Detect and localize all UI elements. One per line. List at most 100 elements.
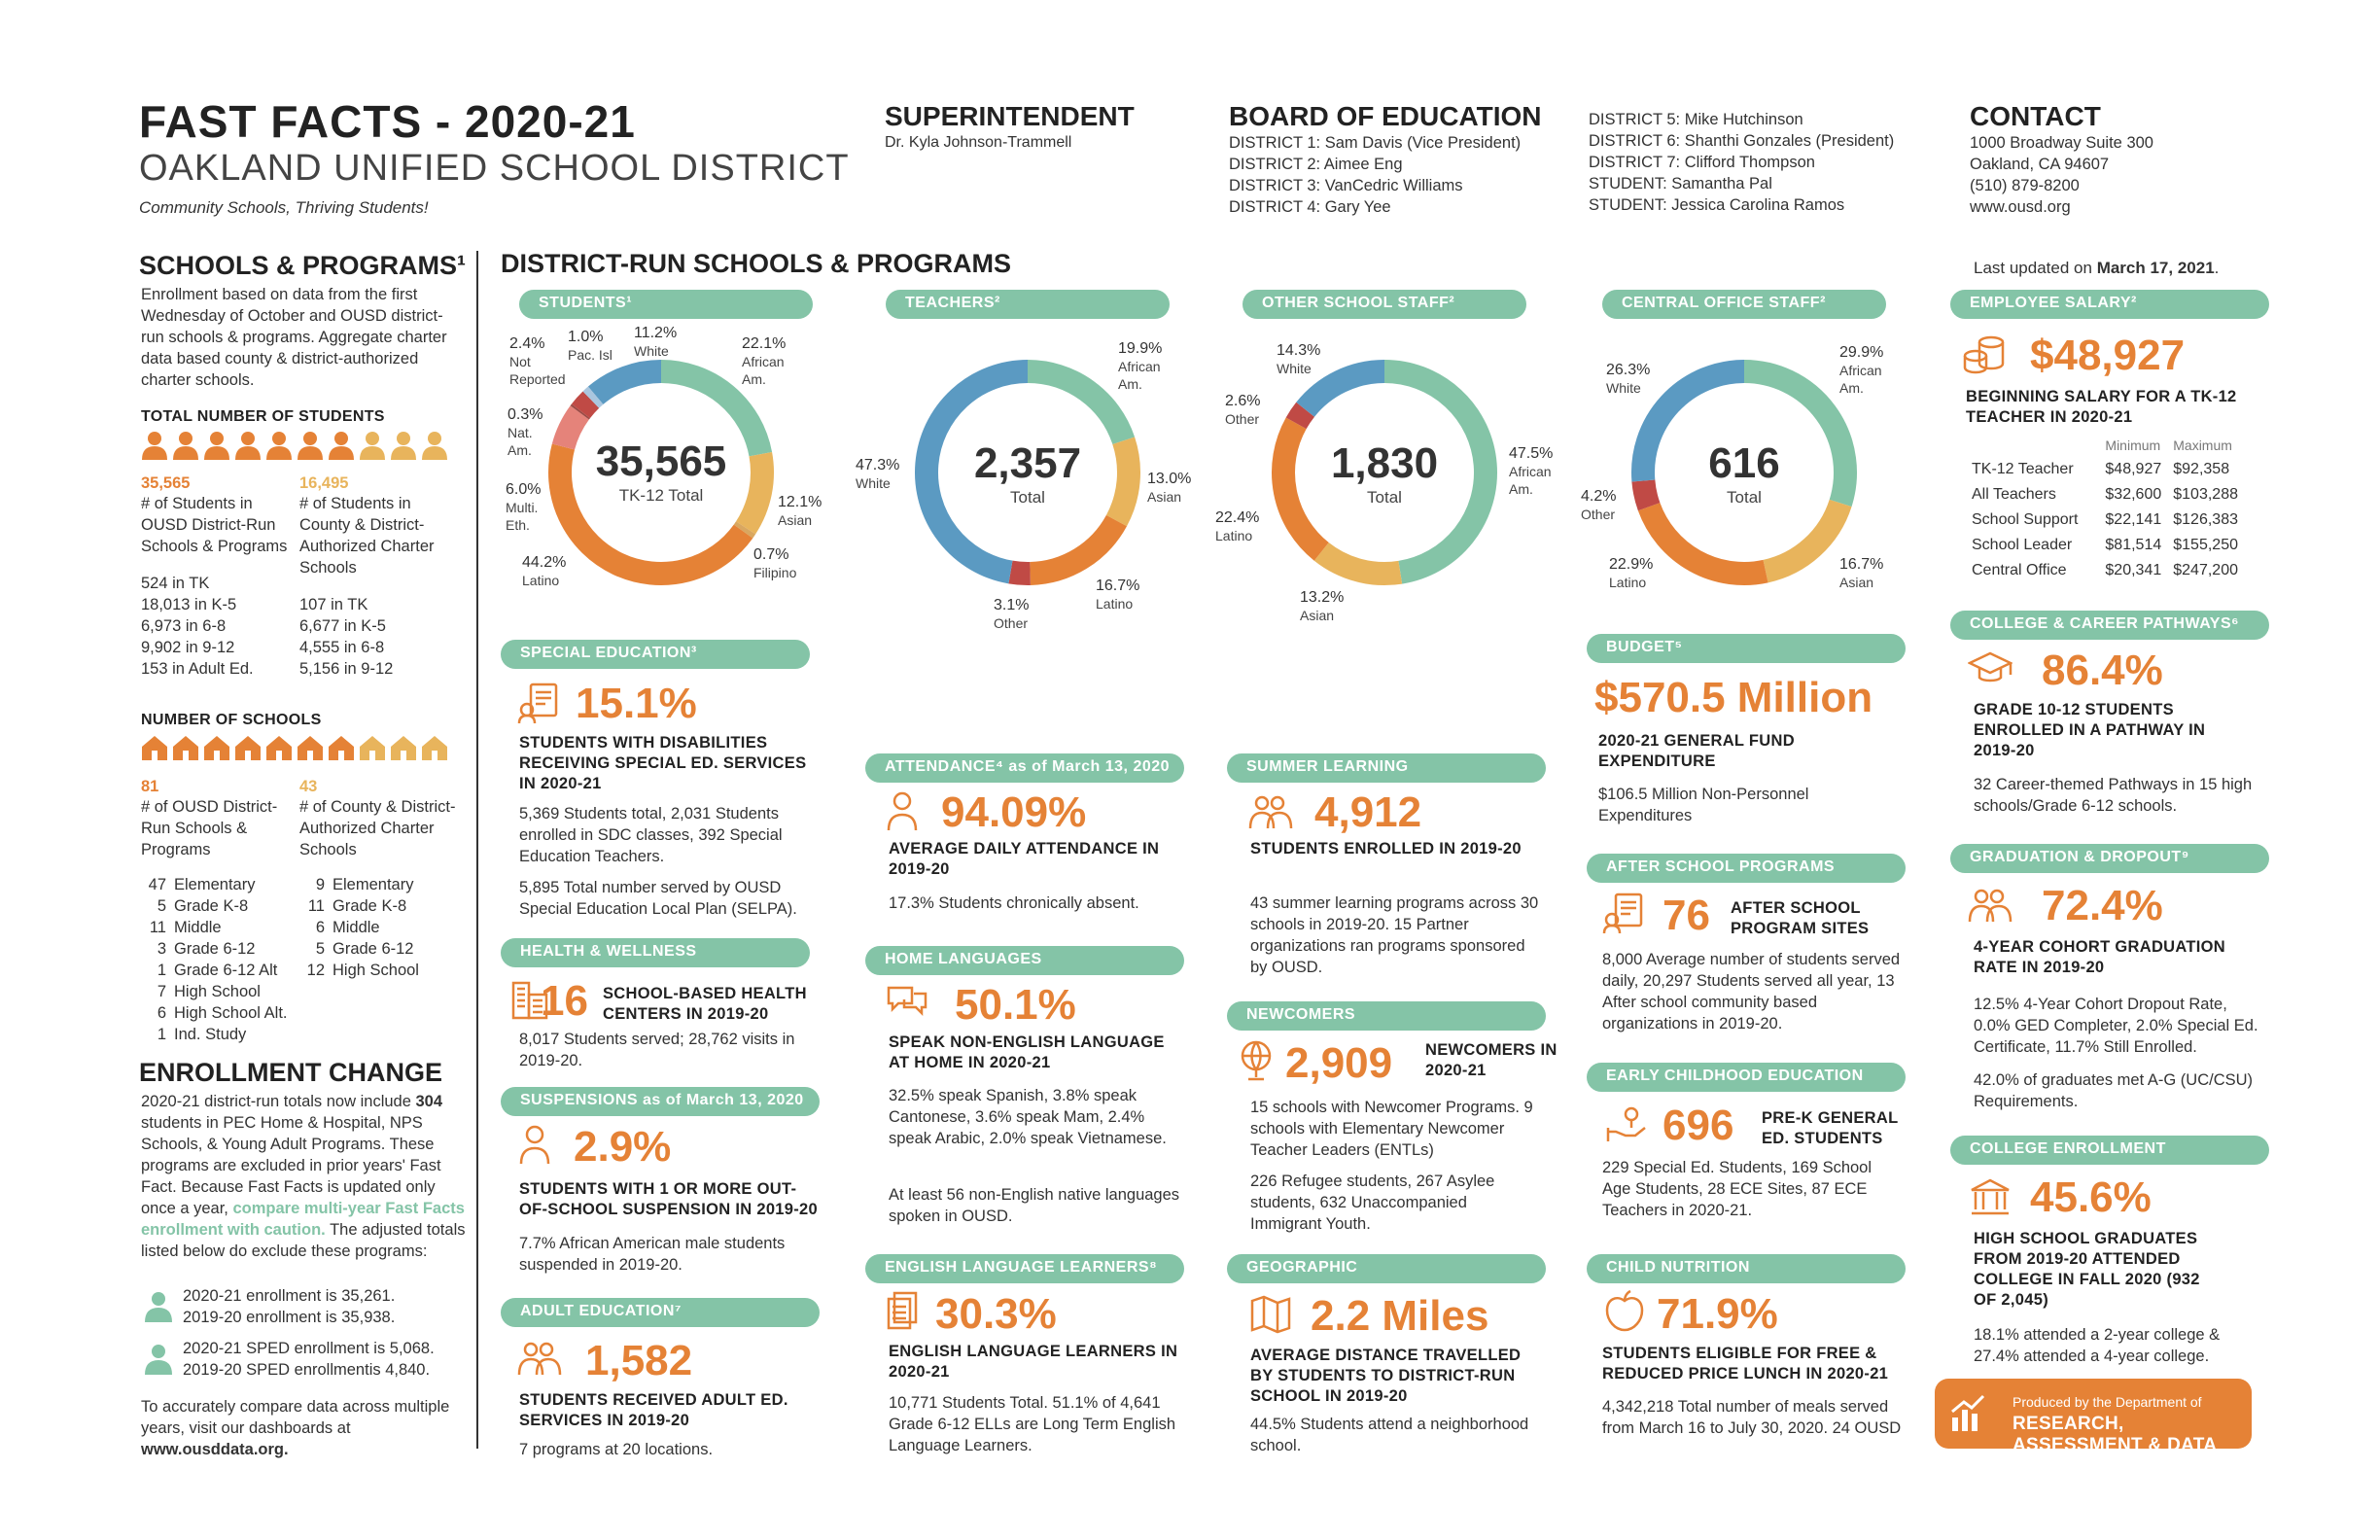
label-line: 29.9% <box>1839 344 1884 361</box>
label-line: African <box>1509 464 1552 479</box>
other_staff-total: 1,830 <box>1330 439 1439 487</box>
label-line: 14.3% <box>1277 342 1321 359</box>
central_staff-label: 16.7% Asian <box>1839 556 1883 591</box>
district-breakdown-line: 153 in Adult Ed. <box>141 660 254 678</box>
attendance-caption: AVERAGE DAILY ATTENDANCE IN 2019-20 <box>889 840 1160 878</box>
ec-footer: To accurately compare data across multip… <box>141 1398 450 1437</box>
page-title: FAST FACTS - 2020-21 <box>139 96 636 147</box>
students-total: 35,565 <box>595 438 727 485</box>
school-type-label: Grade K-8 <box>332 897 407 915</box>
school-type-count: 7 <box>157 983 166 1000</box>
salary-max: $103,288 <box>2173 486 2238 503</box>
students-slice-asian <box>735 451 774 535</box>
person-icon <box>235 432 261 460</box>
other_staff-center: 1,830 Total <box>1287 439 1482 508</box>
ell-text: 10,771 Students Total. 51.1% of 4,641 Gr… <box>889 1394 1176 1454</box>
charter-students: 16,495 # of Students in County & Distric… <box>299 474 465 680</box>
other_staff-slice-white <box>1296 360 1385 418</box>
college-text: 18.1% attended a 2-year college & 27.4% … <box>1974 1326 2221 1365</box>
salary-big-number: $48,927 <box>2030 332 2186 379</box>
teachers-donut-chart <box>915 360 1140 585</box>
school-type-count: 11 <box>307 897 325 915</box>
suspensions-pill: SUSPENSIONS as of March 13, 2020 <box>501 1087 820 1116</box>
school-type-label: Grade K-8 <box>174 897 249 915</box>
contact-lines-line: 1000 Broadway Suite 300 <box>1970 134 2153 152</box>
teachers-slice-asian <box>1105 437 1140 527</box>
charter-students-desc: # of Students in County & District-Autho… <box>299 495 435 577</box>
students-label: 1.0% Pac. Isl <box>568 329 612 364</box>
salary-row: TK-12 Teacher $48,927 $92,358 <box>1966 457 2244 482</box>
charter-breakdown-line: 6,677 in K-5 <box>299 617 386 635</box>
salary-row: School Leader $81,514 $155,250 <box>1966 533 2244 558</box>
early_childhood-big-number: 696 <box>1662 1102 1734 1149</box>
school-type-label: Ind. Study <box>174 1026 247 1043</box>
salary-pill: EMPLOYEE SALARY² <box>1950 290 2269 319</box>
board-heading: BOARD OF EDUCATION <box>1229 101 1542 131</box>
district-breakdown-line: 524 in TK <box>141 575 210 592</box>
early_childhood-pill: EARLY CHILDHOOD EDUCATION <box>1587 1063 1906 1092</box>
school-house-icon <box>391 736 416 760</box>
early_childhood-caption: PRE-K GENERAL ED. STUDENTS <box>1762 1109 1899 1147</box>
school-type-label: High School Alt. <box>174 1004 288 1022</box>
salary-role: Central Office <box>1972 562 2067 578</box>
other_staff-label: 14.3% White <box>1277 342 1320 377</box>
after_school-text: 8,000 Average number of students served … <box>1602 951 1901 1032</box>
label-line: Other <box>994 615 1029 631</box>
schools-programs-heading-text: SCHOOLS & PROGRAMS¹ <box>139 251 467 280</box>
label-line: Latino <box>1096 596 1134 612</box>
teachers-label: 16.7% Latino <box>1096 578 1139 612</box>
map-icon <box>1248 1291 1293 1341</box>
schools-programs-heading: SCHOOLS & PROGRAMS¹ <box>139 251 466 281</box>
central_staff-label: 26.3% White <box>1606 362 1650 397</box>
enrollment-lines-1: 2020-21 enrollment is 35,261. 2019-20 enr… <box>183 1285 395 1328</box>
students-center: 35,565 TK-12 Total <box>564 438 758 506</box>
person-icon <box>173 432 198 460</box>
newcomers-big-number: 2,909 <box>1285 1039 1393 1087</box>
other_staff-donut-chart <box>1272 360 1497 585</box>
district-students-desc: # of Students in OUSD District-Run Schoo… <box>141 495 288 555</box>
person-icon-2 <box>144 1344 173 1380</box>
charter-students-count: 16,495 <box>299 474 349 492</box>
central_staff-donut-chart <box>1631 360 1857 585</box>
graduation-caption: 4-YEAR COHORT GRADUATION RATE IN 2019-20 <box>1974 938 2225 976</box>
ousddata-link[interactable]: www.ousddata.org. <box>141 1441 289 1458</box>
ell-big-number: 30.3% <box>935 1290 1057 1338</box>
students-label: 12.1% Asian <box>778 494 822 529</box>
bar-chart-icon <box>1951 1394 1985 1431</box>
district-students-count: 35,565 <box>141 474 191 492</box>
ec-link[interactable]: compare multi-year Fast Facts enrollment… <box>141 1200 465 1239</box>
charter-breakdown-line: 4,555 in 6-8 <box>299 639 385 656</box>
board-col2-line: DISTRICT 6: Shanthi Gonzales (President) <box>1589 132 1895 150</box>
special_ed-caption: STUDENTS WITH DISABILITIES RECEIVING SPE… <box>519 734 807 792</box>
school-type-label: Grade 6-12 Alt <box>174 962 278 979</box>
enrollment-change-heading: ENROLLMENT CHANGE <box>139 1058 442 1087</box>
column-divider <box>476 251 478 1449</box>
students-heading: TOTAL NUMBER OF STUDENTS <box>141 408 385 425</box>
attendance-pill: ATTENDANCE⁴ as of March 13, 2020 <box>865 753 1184 783</box>
label-line: Not <box>509 354 531 369</box>
person-outline-icon <box>885 789 929 839</box>
attendance-text: 17.3% Students chronically absent. <box>889 894 1139 912</box>
hand-seedling-icon <box>1604 1101 1649 1150</box>
person-icon <box>360 432 385 460</box>
pathways-big-number: 86.4% <box>2042 647 2163 694</box>
nutrition-caption: STUDENTS ELIGIBLE FOR FREE & REDUCED PRI… <box>1602 1345 1889 1382</box>
charter-schools-count: 43 <box>299 778 318 795</box>
label-line: Am. <box>508 442 532 458</box>
salary-col-max: Maximum <box>2173 438 2232 453</box>
salary-min: $48,927 <box>2105 461 2162 477</box>
budget-pill: BUDGET⁵ <box>1587 634 1906 663</box>
label-line: 12.1% <box>778 494 822 510</box>
school-house-icon <box>204 736 229 760</box>
apple-icon <box>1602 1289 1647 1339</box>
graduates-icon <box>1968 883 2012 932</box>
pathways-text: 32 Career-themed Pathways in 15 high sch… <box>1974 776 2253 815</box>
label-line: Other <box>1225 411 1260 427</box>
students-total-label: TK-12 Total <box>618 486 704 505</box>
salary-min: $81,514 <box>2105 537 2162 553</box>
superintendent-heading: SUPERINTENDENT <box>885 101 1135 131</box>
college-building-icon <box>1968 1174 2012 1224</box>
label-line: White <box>856 475 891 491</box>
label-line: Asian <box>1839 575 1874 590</box>
central_staff-slice-asian <box>1763 499 1852 583</box>
